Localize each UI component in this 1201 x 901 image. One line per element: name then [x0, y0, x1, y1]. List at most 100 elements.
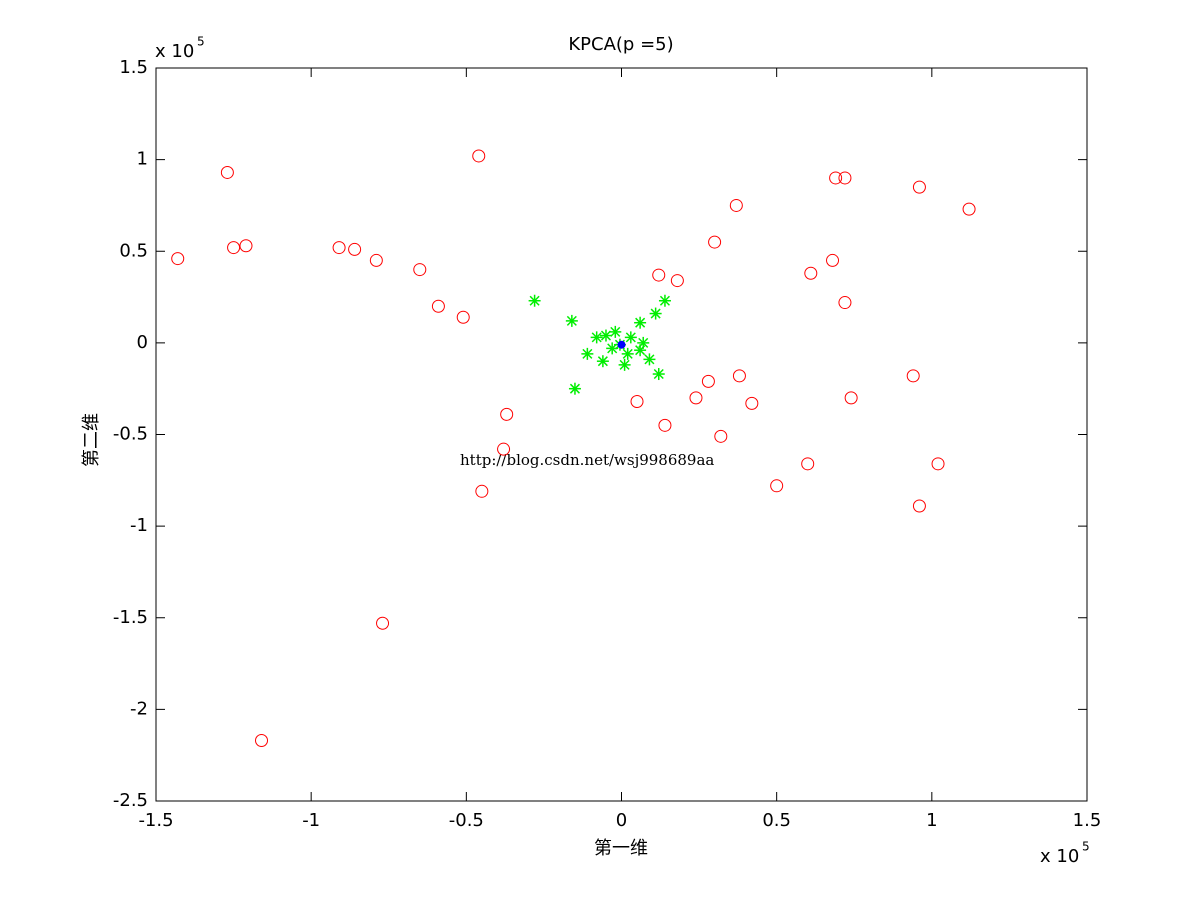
- y-tick-label: 0: [137, 332, 148, 353]
- y-multiplier-exponent: 5: [197, 35, 205, 49]
- circle-marker: [658, 418, 672, 432]
- circle-marker: [652, 268, 666, 282]
- circle-marker: [239, 239, 253, 253]
- star-stroke: [625, 332, 636, 343]
- circle-marker: [708, 235, 722, 249]
- y-multiplier: x 10: [155, 41, 194, 62]
- star-stroke: [597, 356, 608, 367]
- circle-marker: [689, 391, 703, 405]
- star-stroke: [610, 326, 621, 337]
- x-tick-label: 1.5: [1073, 810, 1102, 831]
- y-tick-label: 1.5: [119, 57, 148, 78]
- circle-marker: [912, 180, 926, 194]
- star-marker: [621, 347, 634, 360]
- star-stroke: [566, 315, 577, 326]
- star-marker: [596, 355, 609, 368]
- circle-marker: [255, 734, 269, 748]
- circle-marker: [838, 171, 852, 185]
- circle-marker: [826, 253, 840, 267]
- star-stroke: [635, 345, 646, 356]
- x-tick-label: 1: [926, 810, 937, 831]
- circle-marker: [456, 310, 470, 324]
- star-marker: [658, 294, 671, 307]
- chart-title: KPCA(p =5): [568, 34, 673, 55]
- x-tick-label: 0: [616, 810, 627, 831]
- star-stroke: [659, 295, 670, 306]
- star-stroke: [653, 368, 664, 380]
- star-stroke: [650, 308, 661, 319]
- star-marker: [649, 307, 662, 320]
- y-tick-label: -0.5: [113, 424, 148, 445]
- circle-marker: [745, 396, 759, 410]
- star-stroke: [569, 383, 580, 394]
- circle-marker: [332, 241, 346, 255]
- circle-marker: [227, 241, 241, 255]
- star-marker: [652, 368, 665, 381]
- circle-marker: [369, 253, 383, 267]
- x-axis-label: 第一维: [594, 838, 648, 859]
- circle-marker: [475, 484, 489, 498]
- circle-marker: [804, 266, 818, 280]
- x-multiplier: x 10: [1040, 846, 1079, 867]
- star-marker: [643, 353, 656, 366]
- circle-marker: [472, 149, 486, 163]
- star-marker: [565, 314, 578, 327]
- x-tick-label: -1.5: [138, 810, 173, 831]
- star-stroke: [591, 332, 602, 343]
- star-stroke: [582, 348, 593, 359]
- y-tick-label: 1: [137, 149, 148, 170]
- star-marker: [528, 294, 541, 307]
- y-tick-label: 0.5: [119, 240, 148, 261]
- star-marker: [590, 331, 603, 344]
- star-marker: [609, 325, 622, 338]
- circle-marker: [701, 374, 715, 388]
- y-tick-label: -2.5: [113, 790, 148, 811]
- circle-marker: [912, 499, 926, 513]
- circle-marker: [348, 242, 362, 256]
- circle-marker: [500, 407, 514, 421]
- star-stroke: [529, 295, 540, 306]
- star-stroke: [635, 317, 646, 328]
- circle-marker: [497, 442, 511, 456]
- circle-marker: [630, 395, 644, 409]
- circle-marker: [413, 263, 427, 277]
- star-marker: [634, 344, 647, 357]
- star-marker: [618, 358, 631, 371]
- star-marker: [624, 331, 637, 344]
- circle-marker: [801, 457, 815, 471]
- y-tick-label: -1: [130, 515, 148, 536]
- circle-marker: [770, 479, 784, 493]
- circle-marker: [376, 616, 390, 630]
- circle-marker: [729, 198, 743, 212]
- y-axis-label: 第二维: [81, 413, 102, 467]
- x-tick-label: 0.5: [762, 810, 791, 831]
- star-marker: [634, 316, 647, 329]
- circle-marker: [171, 252, 185, 266]
- star-stroke: [619, 359, 630, 370]
- circle-marker: [931, 457, 945, 471]
- circle-marker: [906, 369, 920, 383]
- star-marker: [568, 382, 581, 395]
- circle-marker: [220, 165, 234, 179]
- circle-marker: [431, 299, 445, 313]
- x-multiplier-exponent: 5: [1082, 840, 1090, 854]
- star-stroke: [622, 348, 633, 359]
- circle-marker: [838, 296, 852, 310]
- dot-marker: [617, 340, 626, 349]
- circle-marker: [714, 429, 728, 443]
- x-tick-label: -1: [302, 810, 320, 831]
- circle-marker: [829, 171, 843, 185]
- y-tick-label: -1.5: [113, 607, 148, 628]
- star-marker: [581, 347, 594, 360]
- y-tick-label: -2: [130, 698, 148, 719]
- circle-marker: [962, 202, 976, 216]
- x-tick-label: -0.5: [449, 810, 484, 831]
- circle-marker: [844, 391, 858, 405]
- watermark: http://blog.csdn.net/wsj998689aa: [460, 451, 714, 469]
- star-stroke: [644, 354, 655, 365]
- circle-marker: [670, 274, 684, 288]
- circle-marker: [732, 369, 746, 383]
- star-marker: [599, 329, 612, 342]
